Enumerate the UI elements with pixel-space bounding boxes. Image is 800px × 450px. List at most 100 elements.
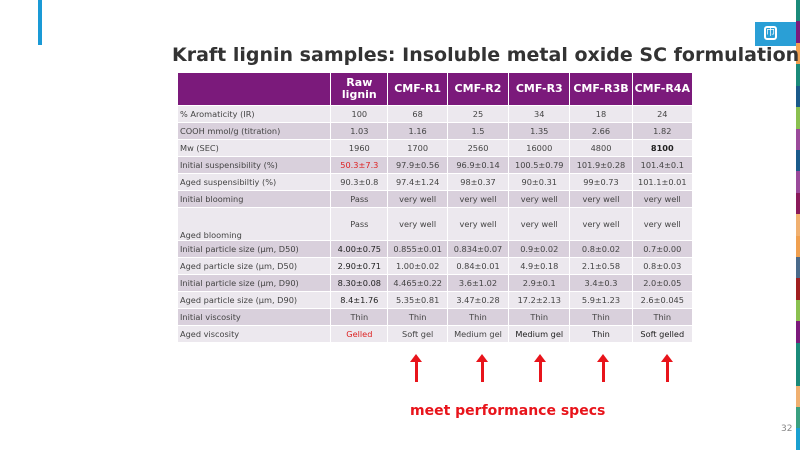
column-header: CMF-R4A xyxy=(632,73,694,106)
strip-segment xyxy=(796,192,800,215)
strip-segment xyxy=(796,128,800,150)
table-cell: 1960 xyxy=(330,139,389,157)
table-cell: very well xyxy=(387,190,448,208)
strip-segment xyxy=(796,107,800,129)
column-header: Raw lignin xyxy=(330,73,389,106)
table-cell: Soft gelled xyxy=(632,325,694,342)
table-row: Mw (SEC) 1960 1700 2560 16000 4800 8100 xyxy=(178,139,694,157)
table-cell: 4800 xyxy=(569,139,633,157)
table-cell: Medium gel xyxy=(508,325,571,342)
strip-segment xyxy=(796,149,800,172)
table-cell: 2.90±0.71 xyxy=(330,257,389,275)
table-cell: 68 xyxy=(387,105,448,123)
table-cell: Thin xyxy=(569,308,633,326)
table-cell: 8100 xyxy=(632,139,694,157)
strip-segment xyxy=(796,321,800,343)
table-cell: very well xyxy=(508,207,571,241)
table-cell: 98±0.37 xyxy=(447,173,510,191)
table-cell: 4.00±0.75 xyxy=(330,240,389,258)
table-cell: 2560 xyxy=(447,139,510,157)
table-cell: very well xyxy=(447,190,510,208)
table-cell: Soft gel xyxy=(387,325,448,342)
table-cell: Thin xyxy=(569,325,633,342)
table-cell: Pass xyxy=(330,207,389,241)
table-cell: 0.834±0.07 xyxy=(447,240,510,258)
table-cell: very well xyxy=(632,207,694,241)
table-cell: 2.1±0.58 xyxy=(569,257,633,275)
table-row: Aged suspensibiltiy (%) 90.3±0.8 97.4±1.24… xyxy=(178,173,694,191)
table-cell: 0.8±0.03 xyxy=(632,257,694,275)
table-row: Initial particle size (μm, D50) 4.00±0.75… xyxy=(178,240,694,258)
table-cell: 1.35 xyxy=(508,122,571,140)
table-row: Initial particle size (μm, D90) 8.30±0.08… xyxy=(178,274,694,292)
row-label: Initial suspensibility (%) xyxy=(178,156,332,174)
table-cell: 0.855±0.01 xyxy=(387,240,448,258)
table-cell: 100.5±0.79 xyxy=(508,156,571,174)
table-cell: 34 xyxy=(508,105,571,123)
strip-segment xyxy=(796,299,800,322)
table-cell: Gelled xyxy=(330,325,389,342)
row-label: Initial particle size (μm, D50) xyxy=(178,240,332,258)
column-header xyxy=(178,73,332,106)
row-label: Aged suspensibiltiy (%) xyxy=(178,173,332,191)
table-cell: 1.5 xyxy=(447,122,510,140)
table-cell: 99±0.73 xyxy=(569,173,633,191)
strip-segment xyxy=(796,214,800,236)
table-cell: 1.00±0.02 xyxy=(387,257,448,275)
table-cell: 0.84±0.01 xyxy=(447,257,510,275)
column-header: CMF-R2 xyxy=(447,73,510,106)
table-row: % Aromaticity (IR) 100 68 25 34 18 24 xyxy=(178,105,694,123)
arrow-up-icon xyxy=(534,354,546,382)
thunderbird-icon: ⼱ xyxy=(764,26,777,40)
table-cell: 1.82 xyxy=(632,122,694,140)
strip-segment xyxy=(796,42,800,65)
table-cell: 90.3±0.8 xyxy=(330,173,389,191)
slide-title: Kraft lignin samples: Insoluble metal ox… xyxy=(172,44,800,66)
table-cell: Thin xyxy=(632,308,694,326)
row-label: Aged particle size (μm, D50) xyxy=(178,257,332,275)
table-cell: very well xyxy=(632,190,694,208)
row-label: Initial blooming xyxy=(178,190,332,208)
table-cell: 97.9±0.56 xyxy=(387,156,448,174)
row-label: Aged particle size (μm, D90) xyxy=(178,291,332,309)
row-label: Aged blooming xyxy=(178,207,332,241)
strip-segment xyxy=(796,278,800,300)
strip-segment xyxy=(796,428,800,450)
table-cell: 1.03 xyxy=(330,122,389,140)
formulation-table: Raw lignin CMF-R1 CMF-R2 CMF-R3 CMF-R3B CMF-R… xyxy=(178,73,694,342)
table-cell: 3.47±0.28 xyxy=(447,291,510,309)
table-cell: 90±0.31 xyxy=(508,173,571,191)
table-cell: 24 xyxy=(632,105,694,123)
arrow-up-icon xyxy=(597,354,609,382)
table-cell: Thin xyxy=(508,308,571,326)
table-row: Aged particle size (μm, D50) 2.90±0.71 1.0… xyxy=(178,257,694,275)
table-cell: 5.35±0.81 xyxy=(387,291,448,309)
table-cell: 2.6±0.045 xyxy=(632,291,694,309)
row-label: % Aromaticity (IR) xyxy=(178,105,332,123)
table-cell: 1700 xyxy=(387,139,448,157)
strip-segment xyxy=(796,21,800,43)
row-label: Initial viscosity xyxy=(178,308,332,326)
strip-segment xyxy=(796,257,800,279)
row-label: Aged viscosity xyxy=(178,325,332,342)
accent-bar xyxy=(38,0,42,45)
table-cell: 18 xyxy=(569,105,633,123)
table-cell: very well xyxy=(447,207,510,241)
strip-segment xyxy=(796,64,800,86)
arrow-up-icon xyxy=(410,354,422,382)
table-cell: 8.30±0.08 xyxy=(330,274,389,292)
table-cell: Thin xyxy=(330,308,389,326)
table-row: Initial suspensibility (%) 50.3±7.3 97.9±0… xyxy=(178,156,694,174)
table-cell: 5.9±1.23 xyxy=(569,291,633,309)
arrow-up-icon xyxy=(476,354,488,382)
table-row: Aged particle size (μm, D90) 8.4±1.76 5.35… xyxy=(178,291,694,309)
strip-segment xyxy=(796,364,800,386)
table-cell: 25 xyxy=(447,105,510,123)
strip-segment xyxy=(796,85,800,108)
decorative-color-strip xyxy=(796,0,800,450)
table-cell: 16000 xyxy=(508,139,571,157)
table-cell: 0.8±0.02 xyxy=(569,240,633,258)
table-row: Aged blooming Pass very well very well very … xyxy=(178,207,694,241)
table-cell: 101.1±0.01 xyxy=(632,173,694,191)
table-cell: 101.4±0.1 xyxy=(632,156,694,174)
